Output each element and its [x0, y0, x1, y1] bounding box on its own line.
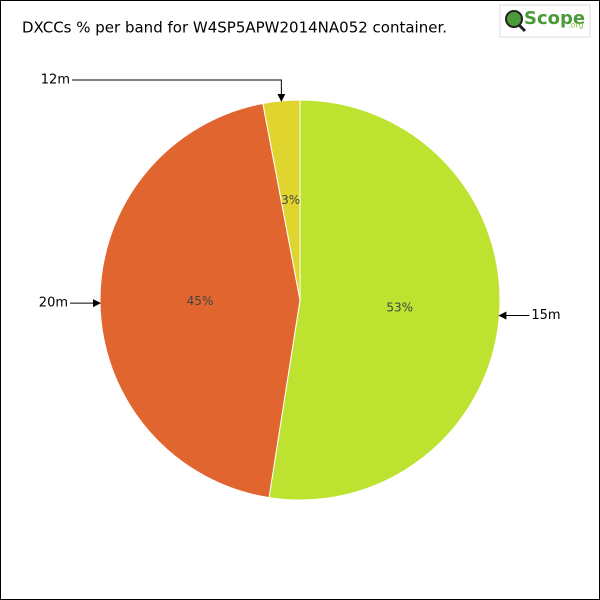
value-label: 53%	[386, 300, 413, 314]
category-label: 20m	[39, 296, 68, 311]
value-label: 45%	[187, 294, 214, 308]
logo-icon	[505, 10, 523, 28]
logo: Scope .org	[499, 4, 591, 38]
category-label: 12m	[41, 73, 70, 88]
value-label: 3%	[281, 193, 300, 207]
chart-title: DXCCs % per band for W4SP5APW2014NA052 c…	[22, 19, 447, 37]
logo-suffix: .org	[568, 21, 584, 30]
label-arrow	[72, 79, 286, 102]
logo-text: Scope	[524, 8, 585, 29]
category-label: 15m	[531, 308, 560, 323]
logo-icon-handle	[517, 23, 527, 33]
